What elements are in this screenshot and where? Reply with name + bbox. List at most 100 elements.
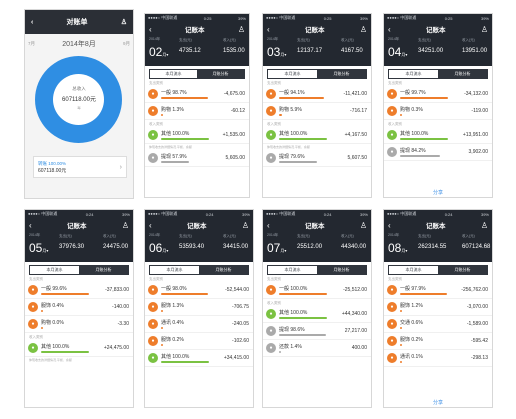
category-row[interactable]: ● 其他 100.0% +1,535.00 [145, 127, 249, 144]
category-row[interactable]: ● 服饰 0.4% -140.00 [25, 299, 133, 316]
month-selector[interactable]: 05月▾ [29, 241, 48, 255]
category-name: 购物 5.9% [279, 107, 302, 113]
user-icon[interactable]: ♙ [241, 220, 249, 230]
share-button[interactable]: 分享 [432, 190, 443, 196]
category-row[interactable]: ● 提现 98.6% 27,217.00 [263, 323, 371, 340]
month-selector[interactable]: 07月▾ [267, 241, 286, 255]
category-row[interactable]: ● 购物 0.0% -3.30 [25, 316, 133, 333]
category-card[interactable]: 转账 100.00% 607118.00元 › [33, 156, 127, 178]
category-row[interactable]: ● 一般 100.0% -25,512.00 [263, 282, 371, 299]
category-progress-bar [279, 334, 326, 336]
category-row[interactable]: ● 其他 100.0% +34,415.00 [145, 350, 253, 367]
category-row[interactable]: ● 其他 100.0% +24,475.00 [25, 340, 133, 357]
tab-monthly-flow[interactable]: 本月流水 [389, 266, 438, 274]
category-row[interactable]: ● 服饰 0.2% -102.60 [145, 333, 253, 350]
back-icon[interactable]: ‹ [388, 24, 391, 34]
user-icon[interactable]: ♙ [121, 220, 129, 230]
user-icon[interactable]: ♙ [480, 24, 488, 34]
category-row[interactable]: ● 还款 1.4% 400.00 [263, 340, 371, 357]
category-row[interactable]: ● 一般 94.1% -11,421.00 [263, 86, 371, 103]
month-selector[interactable]: 04月▾ [388, 45, 407, 59]
category-amount: -52,544.00 [225, 287, 249, 293]
nav-bar: ‹ 记账本 ♙ [25, 218, 133, 232]
category-amount: -3,070.00 [466, 304, 488, 310]
income-section-title: 收入类别 [29, 335, 43, 339]
month-selector[interactable]: 02月▾ [149, 45, 168, 59]
prev-month-button[interactable]: 7月 [28, 41, 36, 46]
category-row[interactable]: ● 提现 84.2% 3,902.00 [384, 144, 492, 161]
expense-total: 34251.00 [418, 48, 444, 54]
income-total: 4167.50 [341, 48, 363, 54]
tab-monthly-flow[interactable]: 本月流水 [389, 70, 438, 78]
category-amount: -60.12 [230, 108, 245, 114]
share-button[interactable]: 分享 [432, 400, 443, 406]
user-icon[interactable]: ♙ [237, 24, 245, 34]
tab-monthly-flow[interactable]: 本月流水 [268, 70, 317, 78]
tab-monthly-analysis[interactable]: 月账分析 [79, 266, 128, 274]
category-row[interactable]: ● 提现 57.9% 5,605.00 [145, 150, 249, 167]
carrier-label: ●●●●○ 中国联通 [148, 15, 178, 20]
category-row[interactable]: ● 一般 97.9% -256,762.00 [384, 282, 492, 299]
category-icon: ● [148, 336, 158, 346]
tab-monthly-flow[interactable]: 本月流水 [30, 266, 79, 274]
tab-monthly-analysis[interactable]: 月账分析 [438, 266, 487, 274]
tab-monthly-analysis[interactable]: 月账分析 [438, 70, 487, 78]
category-name: 一般 99.6% [41, 286, 67, 292]
month-summary: 2014年 06月▾ 支出(元) 53593.40 收入(元) 34415.00 [145, 232, 253, 262]
category-row[interactable]: ● 一般 98.0% -52,544.00 [145, 282, 253, 299]
category-name: 一般 99.7% [400, 90, 426, 96]
back-icon[interactable]: ‹ [149, 220, 152, 230]
category-row[interactable]: ● 其他 100.0% +44,340.00 [263, 306, 371, 323]
card-value: 607118.00元 [38, 167, 67, 174]
back-icon[interactable]: ‹ [29, 220, 32, 230]
user-icon[interactable]: ♙ [480, 220, 488, 230]
period-title: 2014年8月 [62, 41, 96, 48]
user-icon[interactable]: ♙ [120, 19, 127, 26]
month-selector[interactable]: 08月▾ [388, 241, 407, 255]
category-row[interactable]: ● 通讯 0.1% -298.13 [384, 350, 492, 367]
next-month-button[interactable]: 9月 [122, 41, 130, 46]
user-icon[interactable]: ♙ [359, 24, 367, 34]
back-icon[interactable]: ‹ [267, 24, 270, 34]
tab-monthly-flow[interactable]: 本月流水 [268, 266, 317, 274]
category-row[interactable]: ● 服饰 0.2% -595.42 [384, 333, 492, 350]
category-row[interactable]: ● 提现 79.6% 5,607.50 [263, 150, 371, 167]
category-icon: ● [387, 106, 397, 116]
back-icon[interactable]: ‹ [31, 18, 34, 26]
category-row[interactable]: ● 其他 100.0% +4,167.50 [263, 127, 371, 144]
nav-title: 记账本 [426, 27, 446, 34]
category-row[interactable]: ● 其他 100.0% +13,951.00 [384, 127, 492, 144]
category-row[interactable]: ● 通讯 0.4% -240.05 [145, 316, 253, 333]
tab-monthly-flow[interactable]: 本月流水 [150, 266, 199, 274]
category-progress-bar [400, 344, 402, 346]
month-selector[interactable]: 06月▾ [149, 241, 168, 255]
category-progress-bar [161, 97, 208, 99]
nav-title: 记账本 [305, 223, 325, 230]
category-row[interactable]: ● 服饰 1.3% -706.75 [145, 299, 253, 316]
category-row[interactable]: ● 一般 99.7% -34,132.00 [384, 86, 492, 103]
category-row[interactable]: ● 一般 99.6% -37,833.00 [25, 282, 133, 299]
category-progress-bar [279, 317, 327, 319]
back-icon[interactable]: ‹ [267, 220, 270, 230]
tab-monthly-flow[interactable]: 本月流水 [150, 70, 197, 78]
tab-monthly-analysis[interactable]: 月账分析 [197, 70, 244, 78]
tab-monthly-analysis[interactable]: 月账分析 [317, 266, 366, 274]
category-amount: -298.13 [471, 355, 488, 361]
category-row[interactable]: ● 购物 5.9% -716.17 [263, 103, 371, 120]
nav-bar: ‹ 对账单 ♙ [25, 10, 133, 34]
category-row[interactable]: ● 交通 0.6% -1,589.00 [384, 316, 492, 333]
back-icon[interactable]: ‹ [388, 220, 391, 230]
category-icon: ● [266, 106, 276, 116]
month-selector[interactable]: 03月▾ [267, 45, 286, 59]
back-icon[interactable]: ‹ [149, 24, 152, 34]
tab-monthly-analysis[interactable]: 月账分析 [199, 266, 248, 274]
user-icon[interactable]: ♙ [359, 220, 367, 230]
category-row[interactable]: ● 购物 1.3% -60.12 [145, 103, 249, 120]
category-name: 一般 98.0% [161, 286, 187, 292]
category-row[interactable]: ● 服饰 1.2% -3,070.00 [384, 299, 492, 316]
year-label: 2014年 [267, 37, 279, 41]
category-row[interactable]: ● 购物 0.3% -119.00 [384, 103, 492, 120]
category-progress-bar [279, 161, 317, 163]
tab-monthly-analysis[interactable]: 月账分析 [317, 70, 366, 78]
category-row[interactable]: ● 一般 98.7% -4,675.00 [145, 86, 249, 103]
